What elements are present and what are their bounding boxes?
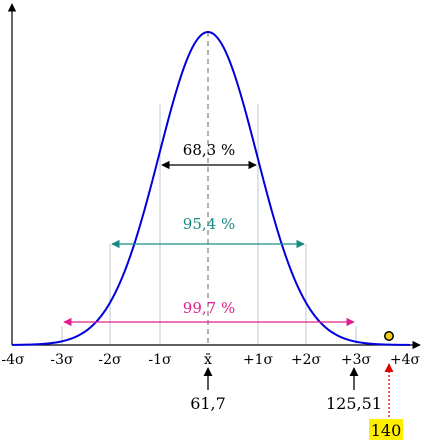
tick-label-minus-2-sigma: -2σ — [98, 352, 122, 368]
tick-label-minus-1-sigma: -1σ — [148, 352, 172, 368]
tick-label-plus-1-sigma: +1σ — [243, 352, 274, 368]
data-point-marker — [384, 331, 394, 341]
tick-label-minus-3-sigma: -3σ — [50, 352, 74, 368]
mean-value-label: 61,7 — [190, 394, 226, 413]
three-sigma-value-label: 125,51 — [326, 394, 382, 413]
highlight-value-box — [369, 419, 403, 440]
sigma-gridlines — [61, 104, 357, 345]
tick-label-mean: x̄ — [204, 352, 212, 368]
interval-2-sigma-label: 95,4 % — [183, 215, 235, 233]
tick-label-plus-4-sigma: +4σ — [390, 352, 421, 368]
interval-3-sigma-label: 99,7 % — [183, 299, 235, 317]
interval-1-sigma-label: 68,3 % — [183, 141, 235, 159]
bell-curve — [11, 30, 411, 346]
highlight-value-label: 140 — [371, 421, 402, 440]
tick-label-plus-2-sigma: +2σ — [291, 352, 322, 368]
tick-label-plus-3-sigma: +3σ — [341, 352, 372, 368]
tick-label-minus-4-sigma: -4σ — [1, 352, 25, 368]
